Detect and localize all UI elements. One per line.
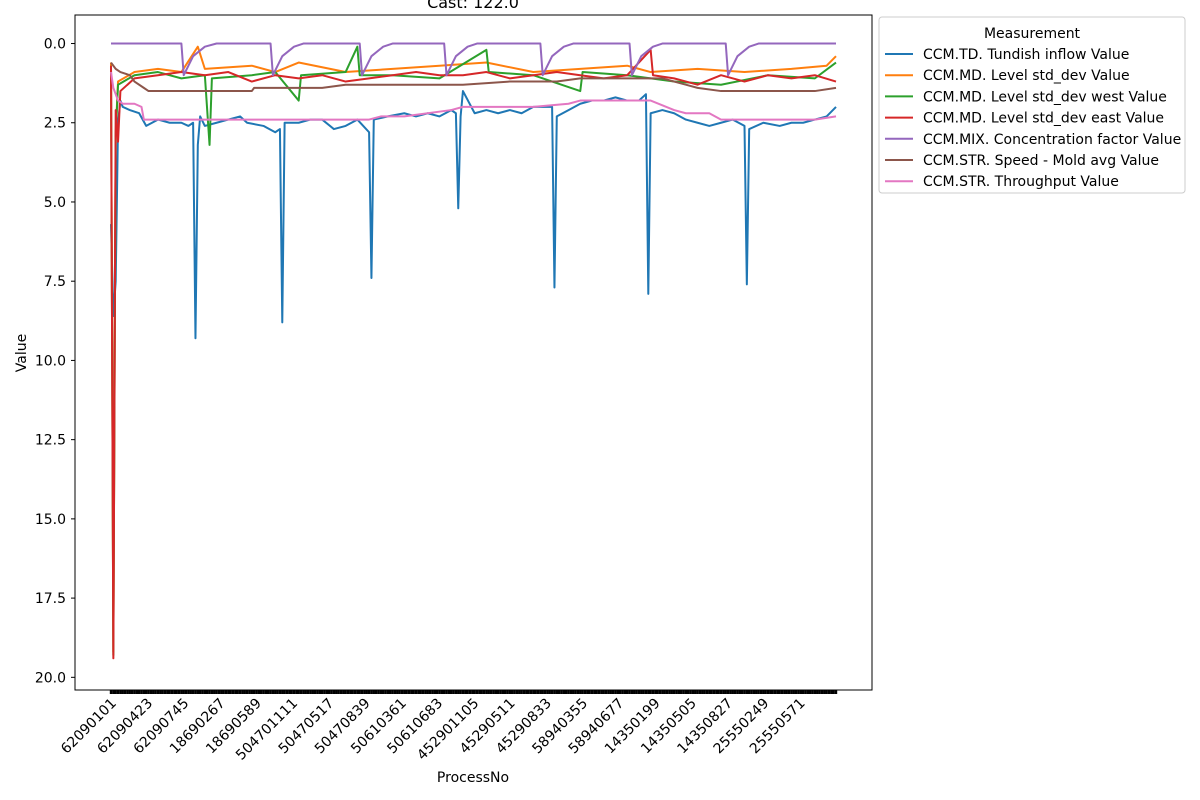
legend-entry: CCM.MIX. Concentration factor Value bbox=[923, 132, 1181, 148]
series-line-2 bbox=[110, 45, 837, 653]
plot-area bbox=[74, 14, 873, 691]
x-axis: 6209010162090423620907451869026718690589… bbox=[58, 690, 838, 764]
y-tick-label: 12.5 bbox=[35, 433, 66, 449]
y-tick-label: 20.0 bbox=[35, 670, 66, 686]
series-line-3 bbox=[110, 45, 837, 657]
y-axis: 0.0 2.5 5.0 7.5 10.0 12.5 15.0 17.5 20.0 bbox=[35, 37, 75, 686]
legend-items: CCM.TD. Tundish inflow Value CCM.MD. Leve… bbox=[885, 47, 1181, 190]
series-line-6 bbox=[110, 61, 837, 93]
y-tick-label: 17.5 bbox=[35, 591, 66, 607]
chart-title: Cast: 122.0 bbox=[427, 0, 519, 12]
x-axis-label: ProcessNo bbox=[437, 770, 509, 786]
series-layer bbox=[110, 42, 837, 660]
y-tick-label: 10.0 bbox=[35, 353, 66, 369]
plot-frame bbox=[74, 14, 873, 691]
x-minor-ticks bbox=[109, 690, 838, 694]
y-axis-label: Value bbox=[14, 334, 30, 372]
legend-entry: CCM.MD. Level std_dev Value bbox=[923, 68, 1130, 84]
series-line-7 bbox=[110, 71, 837, 121]
legend-entry: CCM.MD. Level std_dev east Value bbox=[923, 111, 1164, 127]
legend: Measurement CCM.TD. Tundish inflow Value… bbox=[878, 16, 1186, 194]
series-line-4 bbox=[110, 48, 837, 660]
y-tick-label: 5.0 bbox=[44, 195, 66, 211]
y-tick-label: 7.5 bbox=[44, 274, 66, 290]
series-line-5 bbox=[111, 42, 836, 77]
series-line-1 bbox=[110, 90, 837, 340]
legend-entry: CCM.STR. Speed - Mold avg Value bbox=[923, 153, 1159, 169]
legend-entry: CCM.STR. Throughput Value bbox=[923, 174, 1119, 190]
y-tick-label: 15.0 bbox=[35, 512, 66, 528]
legend-title: Measurement bbox=[984, 26, 1081, 42]
legend-entry: CCM.TD. Tundish inflow Value bbox=[923, 47, 1129, 63]
y-tick-label: 2.5 bbox=[44, 116, 66, 132]
legend-box bbox=[878, 16, 1186, 194]
legend-entry: CCM.MD. Level std_dev west Value bbox=[923, 89, 1167, 105]
y-tick-label: 0.0 bbox=[44, 37, 66, 53]
